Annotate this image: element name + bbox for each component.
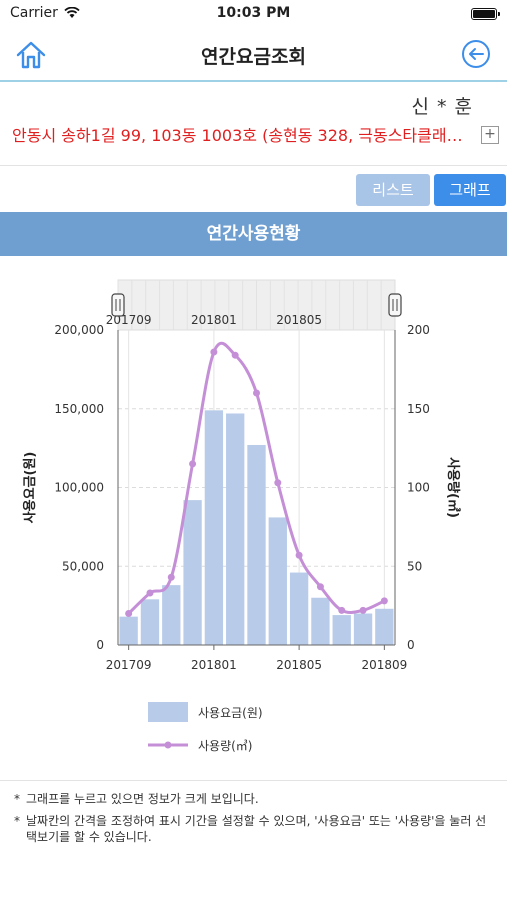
usage-point <box>295 551 303 559</box>
usage-chart[interactable]: 201709 201801 201805 0 50,000 100,000 150,000 2… <box>0 256 507 780</box>
y-right-tick-label: 150 <box>407 402 430 416</box>
graph-view-button[interactable]: 그래프 <box>434 174 506 206</box>
note-text: 그래프를 누르고 있으면 정보가 크게 보입니다. <box>26 792 259 806</box>
usage-point <box>231 351 239 359</box>
navigator-label: 201801 <box>191 313 237 327</box>
legend-label-fee[interactable]: 사용요금(원) <box>198 706 263 720</box>
bar <box>289 572 309 645</box>
navigator-label: 201805 <box>276 313 322 327</box>
usage-point <box>189 460 197 468</box>
bar <box>375 608 394 645</box>
y-left-tick-label: 150,000 <box>54 402 104 416</box>
usage-point <box>125 610 133 617</box>
y-right-tick-label: 200 <box>407 323 430 337</box>
y-right-tick-label: 0 <box>407 638 415 652</box>
customer-info: 신 * 훈 안동시 송하1길 99, 103동 1003호 (송현동 328, … <box>0 82 507 166</box>
x-tick-label: 201805 <box>276 658 322 672</box>
x-tick-label: 201709 <box>106 658 152 672</box>
status-bar: Carrier 10:03 PM <box>0 0 507 28</box>
bar <box>311 597 330 645</box>
x-tick-label: 201809 <box>361 658 407 672</box>
usage-point <box>338 606 346 614</box>
bar <box>247 444 266 645</box>
bar <box>353 613 373 645</box>
legend-marker-usage <box>164 741 172 749</box>
legend-swatch-fee[interactable] <box>148 702 188 722</box>
usage-point <box>146 589 154 597</box>
range-end-handle[interactable] <box>388 293 402 317</box>
y-left-tick-label: 50,000 <box>62 559 104 573</box>
navigation-bar: 연간요금조회 <box>0 28 507 82</box>
note-bullet: * <box>14 814 20 828</box>
usage-point <box>210 348 218 356</box>
note-text: 날짜칸의 간격을 조정하여 표시 기간을 설정할 수 있으며, '사용요금' 또… <box>26 814 487 844</box>
wifi-icon <box>64 7 80 18</box>
battery-icon <box>471 8 500 20</box>
range-start-handle[interactable] <box>111 293 125 317</box>
bar <box>162 585 181 645</box>
usage-point <box>274 479 282 487</box>
usage-point <box>359 606 367 614</box>
bar <box>268 517 287 645</box>
bar <box>226 413 245 645</box>
y-right-tick-label: 50 <box>407 559 422 573</box>
customer-name: 신 * 훈 <box>411 96 473 118</box>
page-title: 연간요금조회 <box>201 46 306 68</box>
view-toggle: 리스트 그래프 <box>0 166 507 212</box>
bar <box>204 410 224 645</box>
clock: 10:03 PM <box>216 5 291 21</box>
usage-point <box>167 573 175 581</box>
home-icon[interactable] <box>14 38 48 72</box>
usage-point <box>380 597 388 605</box>
help-note: * 날짜칸의 간격을 조정하여 표시 기간을 설정할 수 있으며, '사용요금'… <box>14 813 493 845</box>
y-left-tick-label: 0 <box>96 638 104 652</box>
y-right-axis-label: 사용량(㎥) <box>445 457 461 518</box>
usage-point <box>316 583 324 591</box>
bar <box>332 615 351 645</box>
legend-label-usage[interactable]: 사용량(㎥) <box>198 739 252 753</box>
carrier-label: Carrier <box>10 5 58 21</box>
back-arrow-icon[interactable] <box>461 39 491 69</box>
section-title: 연간사용현황 <box>0 212 507 256</box>
y-right-tick-label: 100 <box>407 481 430 495</box>
help-notes: * 그래프를 누르고 있으면 정보가 크게 보입니다. * 날짜칸의 간격을 조… <box>0 780 507 861</box>
bar <box>119 616 138 645</box>
bar <box>183 500 202 645</box>
y-left-tick-label: 100,000 <box>54 481 104 495</box>
expand-address-button[interactable]: + <box>481 126 499 144</box>
carrier-info: Carrier <box>10 5 80 21</box>
usage-point <box>253 389 260 397</box>
y-left-tick-label: 200,000 <box>54 323 104 337</box>
usage-chart-svg[interactable]: 201709 201801 201805 0 50,000 100,000 150,000 2… <box>0 256 507 780</box>
bar <box>140 599 160 645</box>
customer-address: 안동시 송하1길 99, 103동 1003호 (송현동 328, 극동스타클래… <box>12 126 463 145</box>
x-tick-label: 201801 <box>191 658 237 672</box>
note-bullet: * <box>14 792 20 806</box>
help-note: * 그래프를 누르고 있으면 정보가 크게 보입니다. <box>14 791 493 807</box>
list-view-button[interactable]: 리스트 <box>356 174 430 206</box>
y-left-axis-label: 사용요금(원) <box>22 452 38 524</box>
